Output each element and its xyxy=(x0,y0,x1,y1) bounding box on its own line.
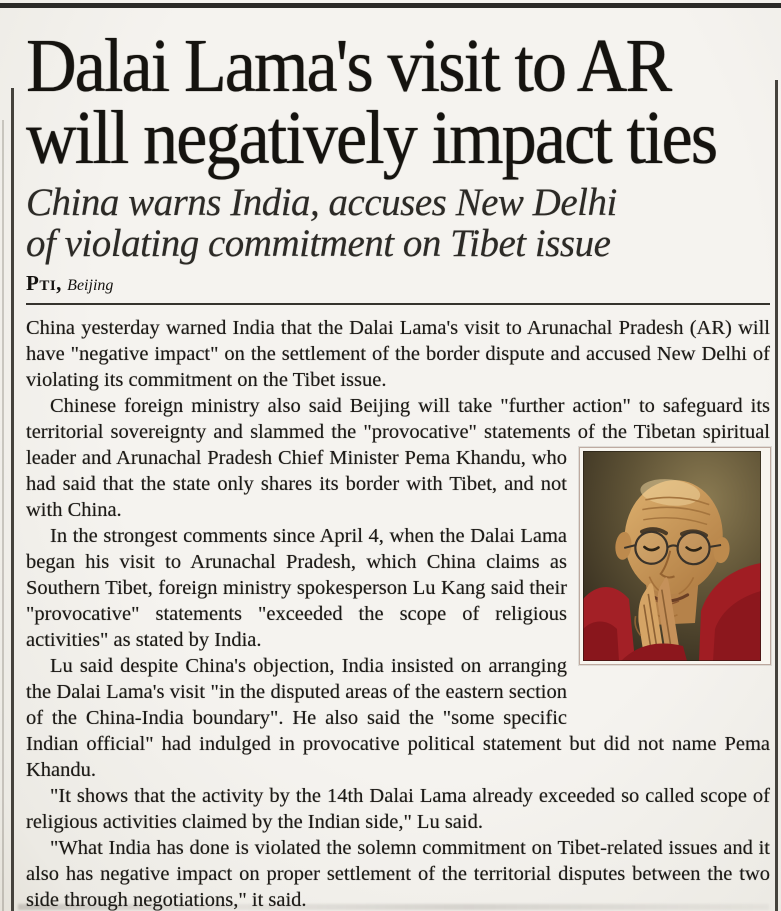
article-paragraph-6: "What India has done is violated the sol… xyxy=(26,837,770,911)
article-paragraph-2-lead: Chinese foreign ministry also said Beiji… xyxy=(26,395,770,470)
article: Dalai Lama's visit to AR will negatively… xyxy=(26,24,770,911)
article-paragraph-1: China yesterday warned India that the Da… xyxy=(26,317,770,392)
subheadline: China warns India, accuses New Delhi of … xyxy=(26,181,770,266)
article-paragraph-2: Chinese foreign ministry also said Beiji… xyxy=(26,393,770,665)
left-column-rule-faint xyxy=(2,120,4,911)
left-column-rule xyxy=(11,88,14,911)
top-rule xyxy=(0,3,781,8)
headline: Dalai Lama's visit to AR will negatively… xyxy=(26,24,718,181)
article-body: China yesterday warned India that the Da… xyxy=(26,315,770,911)
dalai-lama-photo xyxy=(580,448,770,665)
byline-divider xyxy=(26,303,770,306)
byline-location: Beijing xyxy=(67,277,114,295)
article-paragraph-2-wrap: who had said that the state only shares … xyxy=(26,447,568,522)
article-paragraph-5: "It shows that the activity by the 14th … xyxy=(26,785,770,834)
byline: Pti, Beijing xyxy=(26,271,770,298)
subheadline-line-1: China warns India, accuses New Delhi xyxy=(26,181,617,225)
right-column-rule xyxy=(775,80,778,911)
article-paragraph-3: In the strongest comments since April 4,… xyxy=(26,525,567,652)
article-paragraph-4: Lu said despite China's objection, India… xyxy=(26,655,770,782)
bottom-scan-smudge xyxy=(18,904,769,910)
byline-agency: Pti, xyxy=(26,271,62,296)
dalai-lama-photo-art xyxy=(583,451,761,662)
headline-line-2: will negatively impact ties xyxy=(26,96,718,181)
headline-line-1: Dalai Lama's visit to AR xyxy=(26,24,672,108)
subheadline-line-2: of violating commitment on Tibet issue xyxy=(26,222,611,266)
